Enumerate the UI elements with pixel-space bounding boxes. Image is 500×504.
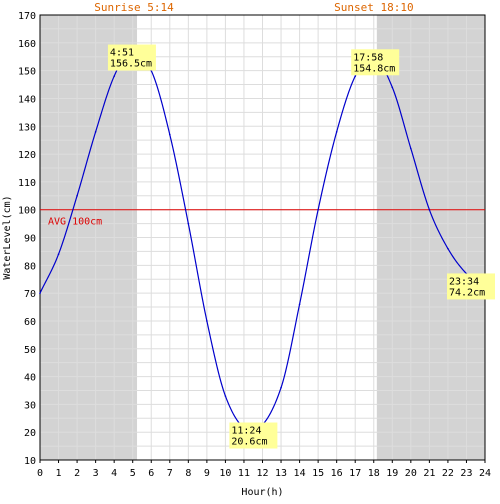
x-tick-label: 4	[111, 468, 117, 479]
annotation-time: 4:51	[110, 48, 134, 59]
y-tick-label: 170	[18, 11, 36, 22]
x-tick-label: 21	[423, 468, 435, 479]
annotation-box	[351, 49, 400, 76]
tide-data-point	[224, 395, 227, 397]
tide-data-point	[280, 386, 282, 389]
x-tick-label: 7	[167, 468, 173, 479]
tide-data-point	[187, 222, 190, 225]
x-tick-label: 1	[56, 468, 62, 479]
tide-data-point	[39, 292, 41, 294]
x-tick-label: 14	[294, 468, 306, 479]
annotation-box	[447, 273, 495, 300]
y-tick-label: 110	[18, 178, 36, 189]
tide-data-point	[168, 133, 171, 136]
y-axis-title: WaterLevel(cm)	[2, 195, 13, 279]
annotation-box	[107, 44, 156, 71]
tide-data-point	[354, 75, 357, 77]
x-tick-label: 23	[460, 468, 472, 479]
y-tick-label: 90	[24, 234, 36, 245]
y-tick-label: 10	[24, 456, 36, 467]
sunrise-label: Sunrise 5:14	[94, 1, 174, 14]
average-label: AVG 100cm	[48, 217, 102, 228]
y-tick-label: 60	[24, 317, 36, 328]
tide-data-point	[428, 208, 431, 211]
y-tick-label: 20	[24, 428, 36, 439]
x-tick-label: 11	[238, 468, 250, 479]
tide-data-point	[335, 131, 338, 133]
x-tick-label: 8	[185, 468, 191, 479]
x-tick-label: 3	[93, 468, 99, 479]
annotation-box	[229, 422, 278, 449]
x-tick-label: 12	[256, 468, 268, 479]
y-tick-label: 120	[18, 150, 36, 161]
x-axis-title: Hour(h)	[241, 487, 283, 498]
annotation-time: 23:34	[449, 276, 479, 287]
tide-data-point	[298, 303, 301, 306]
y-tick-label: 50	[24, 345, 36, 356]
annotation-time: 17:58	[353, 52, 383, 63]
x-tick-label: 2	[74, 468, 80, 479]
x-tick-label: 19	[386, 468, 398, 479]
tide-data-point	[94, 131, 97, 133]
x-tick-label: 10	[219, 468, 231, 479]
annotation-value: 74.2cm	[449, 287, 485, 298]
y-tick-label: 150	[18, 67, 36, 78]
tide-data-point	[410, 147, 412, 150]
y-tick-label: 80	[24, 261, 36, 272]
y-tick-label: 40	[24, 373, 36, 384]
x-tick-label: 5	[130, 468, 136, 479]
x-tick-label: 20	[405, 468, 417, 479]
annotation-time: 11:24	[231, 426, 261, 437]
x-tick-label: 22	[442, 468, 454, 479]
y-tick-label: 160	[18, 39, 36, 50]
y-tick-label: 100	[18, 206, 36, 217]
annotation-value: 154.8cm	[353, 63, 395, 74]
tide-data-point	[76, 194, 78, 197]
x-tick-label: 9	[204, 468, 210, 479]
annotation-value: 156.5cm	[110, 59, 152, 70]
sunset-label: Sunset 18:10	[334, 1, 413, 14]
tide-data-point	[113, 75, 115, 77]
x-tick-label: 15	[312, 468, 324, 479]
x-tick-label: 13	[275, 468, 287, 479]
annotation-value: 20.6cm	[231, 437, 267, 448]
y-tick-label: 30	[24, 400, 36, 411]
x-tick-label: 17	[349, 468, 361, 479]
x-tick-label: 18	[368, 468, 380, 479]
y-tick-label: 70	[24, 289, 36, 300]
y-tick-label: 140	[18, 94, 36, 105]
tide-data-point	[57, 253, 60, 255]
x-tick-label: 0	[37, 468, 43, 479]
tide-data-point	[447, 247, 449, 250]
tide-data-point	[391, 86, 394, 89]
x-tick-label: 16	[331, 468, 343, 479]
tide-data-point	[317, 208, 319, 211]
x-tick-label: 24	[479, 468, 491, 479]
y-tick-label: 130	[18, 122, 36, 133]
x-tick-label: 6	[148, 468, 154, 479]
tide-data-point	[206, 320, 208, 322]
